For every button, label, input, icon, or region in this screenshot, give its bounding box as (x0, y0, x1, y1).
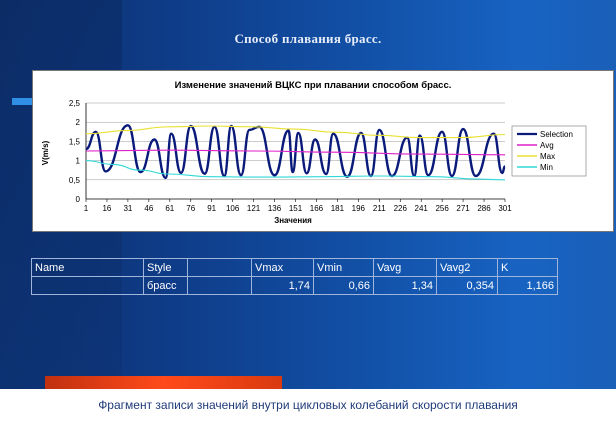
orange-bar (45, 376, 282, 389)
legend-label: Max (540, 152, 555, 161)
x-tick-label: 166 (310, 204, 324, 213)
x-tick-label: 1 (84, 204, 89, 213)
series-line-min (85, 160, 506, 181)
y-tick-label: 2 (76, 118, 81, 127)
chart-svg: Изменение значений ВЦКС при плавании спо… (41, 80, 587, 225)
x-tick-label: 91 (207, 204, 216, 213)
table-cell: 1,74 (251, 276, 314, 295)
x-tick-label: 46 (144, 204, 153, 213)
caption: Фрагмент записи значений внутри цикловых… (98, 398, 518, 412)
x-tick-label: 136 (268, 204, 282, 213)
legend-label: Avg (540, 141, 554, 150)
x-tick-label: 226 (394, 204, 408, 213)
series-line-avg (85, 149, 506, 156)
table-header-cell: Vavg2 (436, 258, 498, 277)
x-tick-label: 181 (331, 204, 345, 213)
x-tick-label: 121 (247, 204, 261, 213)
slide-title: Способ плавания брасс. (234, 31, 382, 46)
x-tick-label: 151 (289, 204, 303, 213)
table-cell: 1,166 (497, 276, 558, 295)
x-tick-label: 211 (373, 204, 386, 213)
y-tick-label: 1,5 (69, 137, 81, 146)
accent-strip (12, 98, 32, 105)
table-header-cell: Vavg (373, 258, 437, 277)
x-tick-label: 31 (123, 204, 132, 213)
y-tick-label: 0 (76, 195, 81, 204)
table-header-cell: Style (143, 258, 188, 277)
table-header-cell: K (497, 258, 558, 277)
x-axis-label: Значения (274, 216, 312, 225)
table-cell: 0,66 (313, 276, 374, 295)
table-header-cell: Vmin (313, 258, 374, 277)
x-tick-label: 61 (165, 204, 174, 213)
series-line-max (85, 125, 506, 139)
y-axis-label: V(m/s) (41, 140, 50, 165)
y-tick-label: 1 (76, 157, 81, 166)
series-line-selection (85, 124, 506, 180)
table-cell: 1,34 (373, 276, 437, 295)
chart: Изменение значений ВЦКС при плавании спо… (32, 70, 614, 232)
table-cell (31, 276, 144, 295)
legend-label: Selection (540, 130, 573, 139)
chart-title: Изменение значений ВЦКС при плавании спо… (175, 80, 452, 91)
y-tick-label: 2,5 (69, 99, 81, 108)
x-tick-label: 271 (456, 204, 470, 213)
table-header-cell: Name (31, 258, 144, 277)
x-tick-label: 106 (226, 204, 240, 213)
slide: Способ плавания брасс. Изменение значени… (0, 0, 616, 389)
table-cell: 0,354 (436, 276, 498, 295)
x-tick-label: 196 (352, 204, 366, 213)
x-tick-label: 16 (102, 204, 111, 213)
table-header-cell: Vmax (251, 258, 314, 277)
x-tick-label: 301 (498, 204, 512, 213)
table-header-cell (187, 258, 252, 277)
table-cell: брасс (143, 276, 188, 295)
x-tick-label: 256 (435, 204, 449, 213)
x-tick-label: 241 (415, 204, 429, 213)
x-tick-label: 286 (477, 204, 491, 213)
y-tick-label: 0,5 (69, 176, 81, 185)
table-cell (187, 276, 252, 295)
table-header-row: Name Style Vmax Vmin Vavg Vavg2 K (31, 258, 558, 277)
legend-label: Min (540, 163, 553, 172)
table-row: брасс 1,74 0,66 1,34 0,354 1,166 (31, 276, 558, 295)
x-tick-label: 76 (186, 204, 195, 213)
